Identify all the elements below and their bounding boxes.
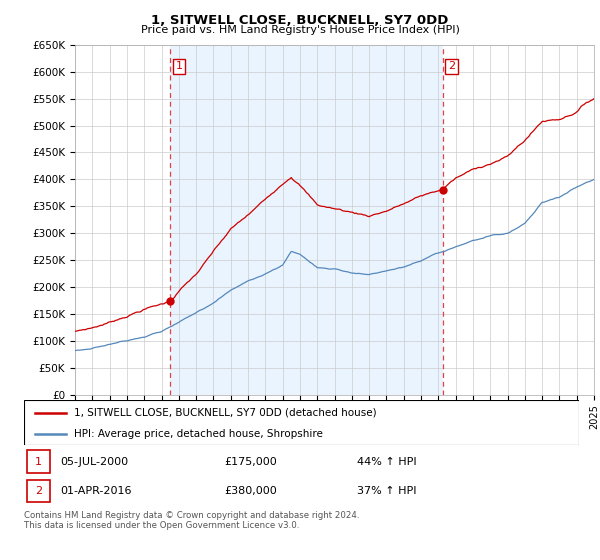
Text: 37% ↑ HPI: 37% ↑ HPI <box>357 486 416 496</box>
Bar <box>27 450 50 473</box>
Text: 1: 1 <box>175 62 182 71</box>
Text: £380,000: £380,000 <box>224 486 277 496</box>
Text: £175,000: £175,000 <box>224 456 277 466</box>
Text: 1, SITWELL CLOSE, BUCKNELL, SY7 0DD (detached house): 1, SITWELL CLOSE, BUCKNELL, SY7 0DD (det… <box>74 408 377 418</box>
Text: 01-APR-2016: 01-APR-2016 <box>60 486 131 496</box>
Text: 2: 2 <box>448 62 455 71</box>
Bar <box>27 480 50 502</box>
Text: HPI: Average price, detached house, Shropshire: HPI: Average price, detached house, Shro… <box>74 429 323 439</box>
Text: 1: 1 <box>35 456 42 466</box>
Text: Price paid vs. HM Land Registry's House Price Index (HPI): Price paid vs. HM Land Registry's House … <box>140 25 460 35</box>
Text: 44% ↑ HPI: 44% ↑ HPI <box>357 456 416 466</box>
Text: 1, SITWELL CLOSE, BUCKNELL, SY7 0DD: 1, SITWELL CLOSE, BUCKNELL, SY7 0DD <box>151 14 449 27</box>
Text: 05-JUL-2000: 05-JUL-2000 <box>60 456 128 466</box>
Text: 2: 2 <box>35 486 42 496</box>
Text: Contains HM Land Registry data © Crown copyright and database right 2024.
This d: Contains HM Land Registry data © Crown c… <box>24 511 359 530</box>
Bar <box>170 45 443 395</box>
